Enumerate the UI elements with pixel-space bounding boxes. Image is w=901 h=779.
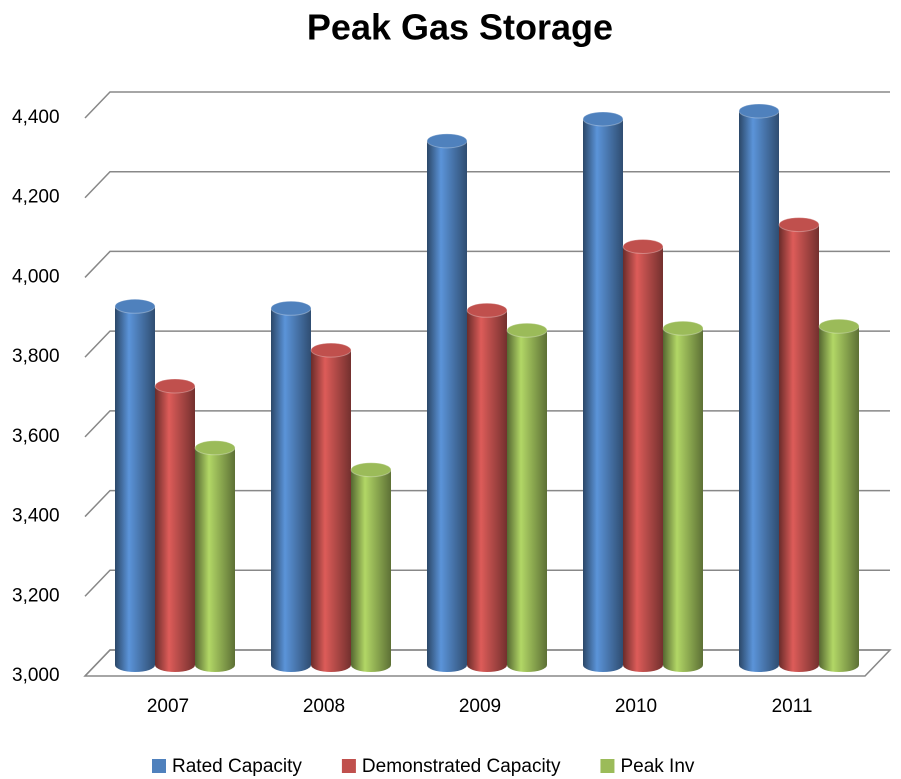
bar (818, 318, 860, 672)
y-tick-label: 3,800 (12, 346, 60, 367)
bar (114, 298, 156, 672)
grid-line (84, 91, 890, 119)
x-tick-label: 2007 (147, 696, 189, 717)
bar-top (194, 440, 236, 456)
legend-swatch (600, 759, 615, 773)
grid-line (84, 170, 890, 199)
bar-body (819, 326, 859, 672)
bar-top (738, 103, 780, 119)
bar (350, 462, 392, 672)
y-tick-label: 4,000 (12, 266, 60, 287)
bar (738, 103, 780, 672)
bar-body (271, 308, 311, 672)
bar (466, 302, 508, 672)
bar-body (115, 306, 155, 672)
bar-top (662, 320, 704, 336)
bar-body (311, 350, 351, 672)
x-tick-label: 2010 (615, 696, 657, 717)
bar (778, 217, 820, 673)
bar-top (426, 133, 468, 149)
bar (622, 239, 664, 672)
legend-swatch (152, 759, 166, 773)
y-tick-label: 3,000 (12, 665, 60, 686)
bar-body (467, 310, 507, 672)
bar-body (351, 469, 391, 672)
bar-top (466, 302, 508, 318)
legend-label: Peak Inv (620, 756, 694, 777)
bar (154, 378, 196, 672)
y-tick-label: 3,200 (12, 585, 60, 606)
bar-top (818, 318, 860, 334)
bar (662, 320, 704, 672)
bar-body (779, 224, 819, 673)
x-tick-label: 2011 (772, 696, 813, 717)
bar-body (739, 110, 779, 672)
bar-top (582, 111, 624, 127)
bar (506, 322, 548, 672)
bar-top (506, 322, 548, 338)
bar (426, 133, 468, 673)
legend-swatch (341, 759, 356, 773)
legend-label: Rated Capacity (172, 756, 302, 777)
bar-top (350, 462, 392, 478)
bar-body (155, 386, 195, 672)
legend-label: Demonstrated Capacity (362, 756, 561, 777)
bar-top (778, 217, 820, 233)
y-tick-label: 4,400 (12, 107, 60, 128)
y-tick-label: 3,600 (12, 426, 60, 447)
bar-top (310, 342, 352, 358)
bar-body (583, 118, 623, 672)
x-tick-label: 2009 (459, 696, 501, 717)
bar-body (507, 330, 547, 672)
bar (310, 342, 352, 672)
bar-body (427, 140, 467, 673)
bar-body (195, 447, 235, 672)
bar (270, 300, 312, 672)
chart-title: Peak Gas Storage (307, 7, 613, 48)
bar (582, 111, 624, 672)
bar-top (154, 378, 196, 394)
bar-top (622, 239, 664, 254)
bar-top (270, 300, 312, 316)
bar-body (663, 328, 703, 672)
y-tick-label: 4,200 (12, 187, 60, 208)
bar-top (114, 298, 156, 314)
y-tick-label: 3,400 (12, 506, 60, 527)
bar-body (623, 246, 663, 672)
x-tick-label: 2008 (303, 696, 345, 717)
bar (194, 440, 236, 672)
